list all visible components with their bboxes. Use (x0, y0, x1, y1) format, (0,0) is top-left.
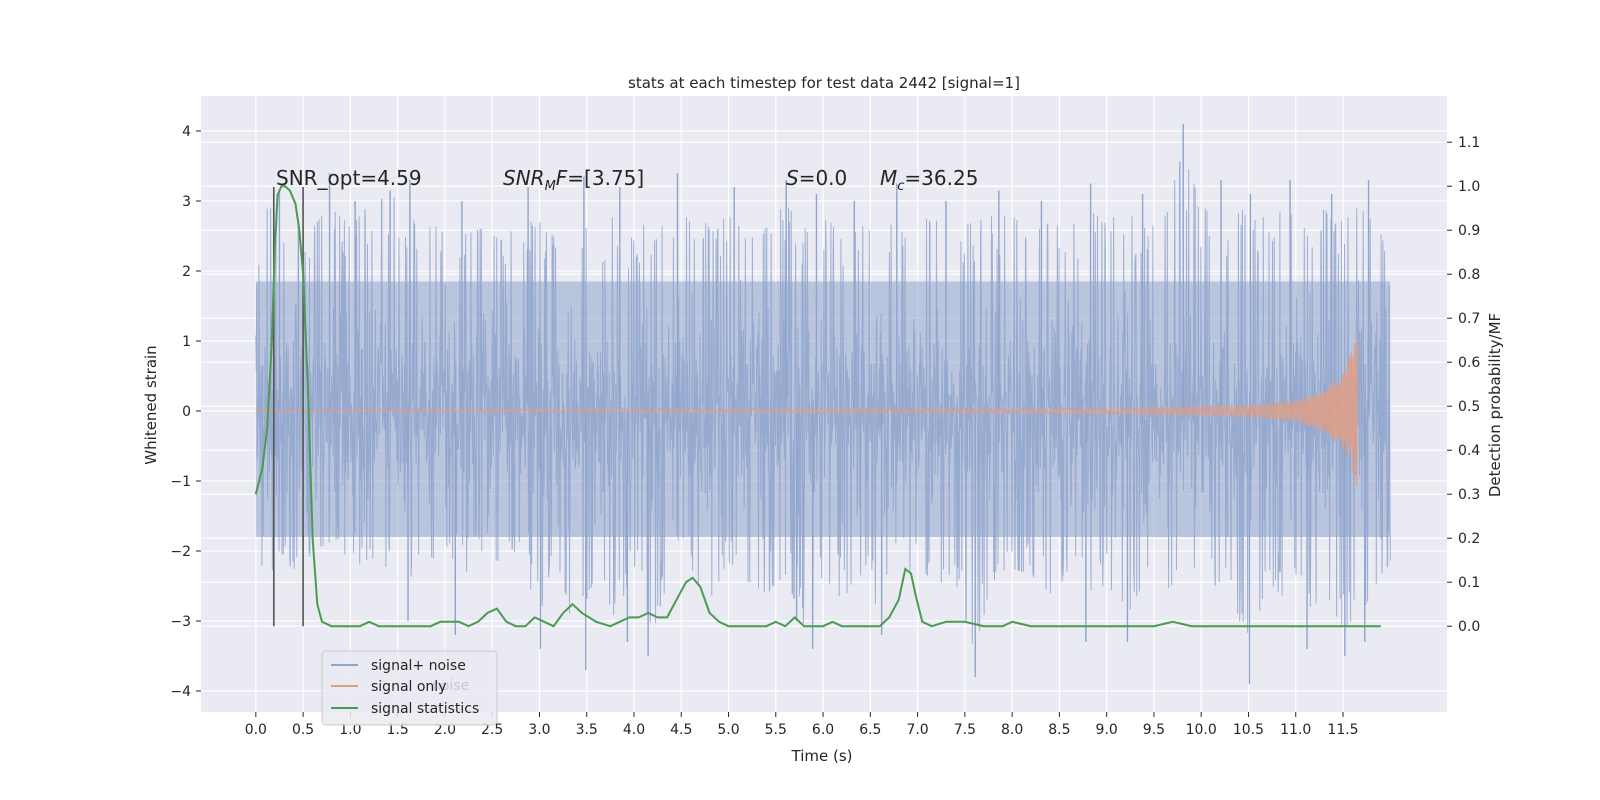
x-tick-label: 3.0 (528, 722, 550, 738)
series-signal-statistics (254, 185, 1381, 628)
y-axis-label-left: Whitened strain (142, 345, 160, 464)
y-right-tick-label: 0.8 (1458, 267, 1480, 283)
y-right-tick-label: 0.4 (1458, 443, 1480, 459)
x-tick-label: 7.0 (906, 722, 928, 738)
x-tick-label: 5.0 (717, 722, 739, 738)
y-tick-label: −3 (170, 614, 191, 630)
y-tick-label: −2 (170, 544, 191, 560)
annotation-s: S=0.0 (786, 166, 847, 190)
x-tick-label: 11.0 (1280, 722, 1311, 738)
annotation-snr-opt: SNR_opt=4.59 (276, 166, 422, 190)
legend-label-signal-only: signal only (371, 679, 446, 695)
legend: noise signal+ noise signal only signal s… (321, 650, 498, 726)
x-tick-label: 1.5 (387, 722, 409, 738)
y-tick-label: 0 (182, 404, 191, 420)
x-tick-label: 1.0 (339, 722, 361, 738)
chart-title: stats at each timestep for test data 244… (628, 74, 1020, 92)
y-tick-label: 1 (182, 334, 191, 350)
y-right-tick-label: 0.6 (1458, 355, 1480, 371)
y-tick-label: 4 (182, 124, 191, 140)
x-tick-label: 9.5 (1143, 722, 1165, 738)
annotation-snr-mf: SNRMF=[3.75] (503, 166, 644, 194)
y-tick-label: 2 (182, 264, 191, 280)
y-tick-label: 3 (182, 194, 191, 210)
y-right-tick-label: 0.2 (1458, 531, 1480, 547)
y-right-tick-label: 0.1 (1458, 575, 1480, 591)
x-axis-label: Time (s) (791, 747, 853, 765)
y-axis-label-right: Detection probability/MF (1486, 313, 1504, 497)
y-axis-ticks-left: 4 3 2 1 0 −1 −2 −3 −4 (170, 124, 201, 700)
x-tick-label: 3.5 (576, 722, 598, 738)
y-right-tick-label: 1.1 (1458, 135, 1480, 151)
y-tick-label: −1 (170, 474, 191, 490)
series-signal-only (255, 331, 1358, 487)
x-tick-label: 7.5 (954, 722, 976, 738)
x-tick-label: 9.0 (1096, 722, 1118, 738)
y-axis-ticks-right: 1.1 1.0 0.9 0.8 0.7 0.6 0.5 0.4 0.3 0.2 0.1 0.0 (1447, 135, 1480, 635)
y-right-tick-label: 0.7 (1458, 311, 1480, 327)
y-right-tick-label: 1.0 (1458, 179, 1480, 195)
legend-box (321, 650, 498, 726)
x-tick-label: 11.5 (1327, 722, 1358, 738)
x-tick-label: 0.0 (245, 722, 267, 738)
x-axis-ticks: 0.0 0.5 1.0 1.5 2.0 2.5 3.0 3.5 4.0 4.5 5.0 5.5 6.0 6… (245, 712, 1359, 738)
legend-label-signal-statistics: signal statistics (371, 701, 479, 717)
x-tick-label: 0.5 (292, 722, 314, 738)
x-tick-label: 8.5 (1048, 722, 1070, 738)
y-right-tick-label: 0.9 (1458, 223, 1480, 239)
x-tick-label: 6.0 (812, 722, 834, 738)
y-tick-label: −4 (170, 684, 191, 700)
legend-ghost-text: noise (432, 678, 469, 694)
y-right-tick-label: 0.5 (1458, 399, 1480, 415)
annotations: SNR_opt=4.59 SNRMF=[3.75] S=0.0 Mc=36.25 (276, 166, 978, 194)
x-tick-label: 10.5 (1233, 722, 1264, 738)
x-tick-label: 5.5 (765, 722, 787, 738)
annotation-mc: Mc=36.25 (880, 166, 978, 194)
x-tick-label: 2.5 (481, 722, 503, 738)
x-tick-label: 2.0 (434, 722, 456, 738)
x-tick-label: 8.0 (1001, 722, 1023, 738)
y-right-tick-label: 0.3 (1458, 487, 1480, 503)
x-tick-label: 4.0 (623, 722, 645, 738)
signal-statistics-line (254, 185, 1381, 628)
x-tick-label: 10.0 (1186, 722, 1217, 738)
x-tick-label: 4.5 (670, 722, 692, 738)
x-tick-label: 6.5 (859, 722, 881, 738)
y-right-tick-label: 0.0 (1458, 619, 1480, 635)
legend-label-signal-noise: signal+ noise (371, 658, 466, 674)
signal-only-trace (255, 331, 1358, 487)
